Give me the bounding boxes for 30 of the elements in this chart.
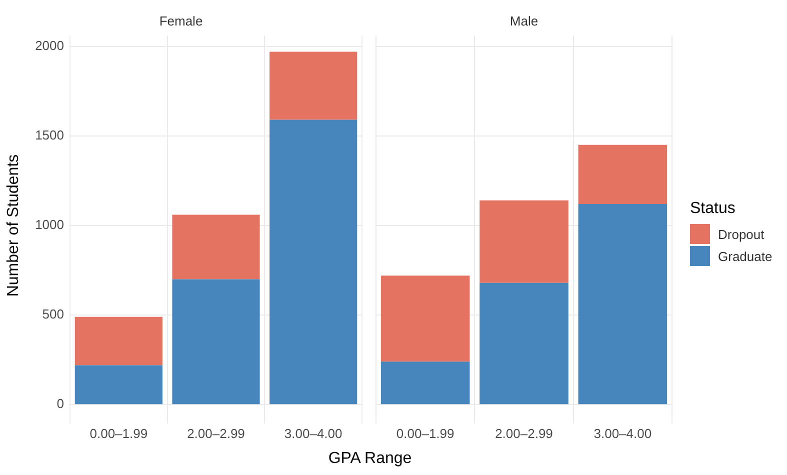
- x-tick-label: 2.00–2.99: [495, 426, 553, 441]
- x-axis-title: GPA Range: [327, 450, 413, 468]
- legend-label: Graduate: [718, 248, 772, 264]
- y-tick-label: 1500: [35, 128, 64, 143]
- bar: [270, 52, 358, 120]
- bar: [172, 279, 260, 404]
- bar: [74, 316, 162, 366]
- chart-title: Female: [159, 13, 203, 28]
- legend-label: Dropout: [718, 226, 764, 242]
- x-tick-label: 3.00–4.00: [284, 426, 342, 441]
- y-tick-label: 0: [56, 396, 64, 412]
- x-tick-label: 2.00–2.99: [187, 426, 245, 441]
- bar: [270, 120, 358, 404]
- y-tick-label: 500: [42, 306, 64, 322]
- x-tick-label: 3.00–4.00: [594, 426, 652, 441]
- bar: [380, 362, 470, 404]
- y-axis-title: Number of Students: [5, 154, 22, 297]
- bar: [480, 200, 568, 283]
- y-tick-label: 1000: [35, 217, 64, 232]
- bar: [578, 204, 668, 404]
- bar: [578, 144, 668, 204]
- bar: [380, 276, 470, 362]
- bar: [172, 214, 260, 280]
- bar: [480, 282, 568, 404]
- chart-title: Male: [510, 13, 538, 28]
- legend-title: Status: [690, 200, 736, 218]
- bar: [74, 365, 162, 404]
- y-tick-label: 2000: [35, 38, 64, 53]
- x-tick-label: 0.00–1.99: [90, 426, 148, 441]
- x-tick-label: 0.00–1.99: [396, 426, 454, 441]
